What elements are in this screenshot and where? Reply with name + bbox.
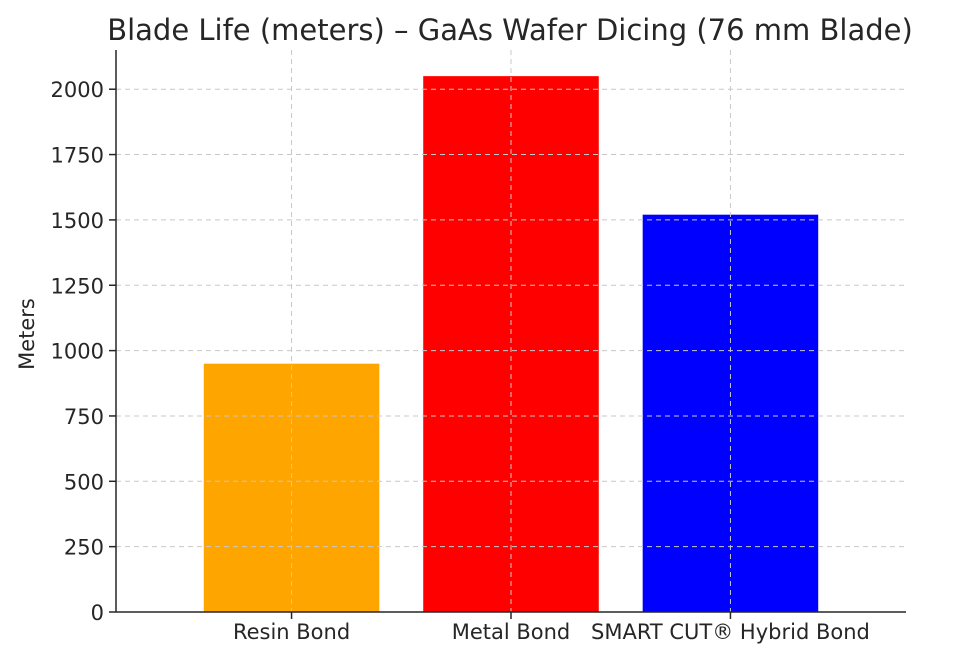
y-tick-label: 1000	[51, 340, 104, 364]
x-tick-label: Resin Bond	[233, 620, 350, 644]
grid-lines	[116, 50, 906, 613]
tick-labels: 0 250 500 750 1000 1250 1500 1750 2000 Resin Bond…	[51, 78, 870, 644]
y-tick-label: 2000	[51, 78, 104, 102]
y-tick-label: 500	[64, 470, 104, 494]
y-tick-label: 250	[64, 536, 104, 560]
y-axis-label: Meters	[15, 298, 39, 370]
chart-title: Blade Life (meters) – GaAs Wafer Dicing …	[107, 13, 913, 47]
y-tick-label: 0	[91, 601, 104, 625]
x-tick-label: SMART CUT® Hybrid Bond	[591, 620, 870, 644]
x-tick-label: Metal Bond	[452, 620, 571, 644]
y-tick-label: 1250	[51, 274, 104, 298]
bars	[203, 76, 819, 613]
y-tick-label: 750	[64, 405, 104, 429]
axes	[109, 50, 906, 619]
y-tick-label: 1500	[51, 209, 104, 233]
y-tick-label: 1750	[51, 144, 104, 168]
